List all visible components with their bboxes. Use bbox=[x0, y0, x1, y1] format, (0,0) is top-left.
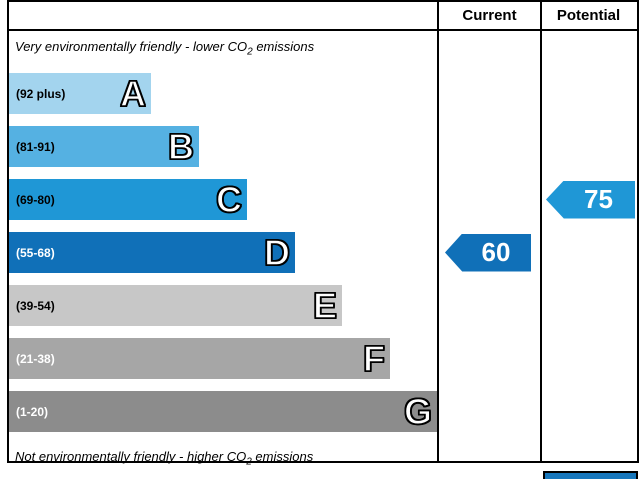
band-bar-c: (69-80) C bbox=[9, 178, 247, 221]
bottom-note: Not environmentally friendly - higher CO… bbox=[9, 444, 437, 473]
band-range-label: (69-80) bbox=[16, 192, 55, 207]
band-letter: A bbox=[119, 72, 147, 115]
top-note-subscript: 2 bbox=[247, 46, 253, 58]
band-range-label: (39-54) bbox=[16, 298, 55, 313]
band-range-label: (55-68) bbox=[16, 245, 55, 260]
band-letter: G bbox=[403, 390, 433, 433]
potential-rating-arrow: 75 bbox=[546, 180, 635, 219]
band-range-label: (21-38) bbox=[16, 351, 55, 366]
band-bar-d: (55-68) D bbox=[9, 231, 295, 274]
bottom-note-text: Not environmentally friendly - higher CO… bbox=[15, 449, 313, 468]
top-note: Very environmentally friendly - lower CO… bbox=[9, 31, 437, 65]
band-row-e: (39-54) E bbox=[9, 284, 437, 327]
bands: (92 plus) A (81-91) B (69-80) C (55-68) D (39-54… bbox=[9, 65, 437, 433]
potential-column-header: Potential bbox=[556, 7, 621, 24]
current-rating-value: 60 bbox=[481, 237, 511, 267]
band-range-label: (1-20) bbox=[16, 404, 49, 419]
band-row-g: (1-20) G bbox=[9, 390, 437, 433]
current-column-header: Current bbox=[462, 7, 517, 24]
partial-element-bottom bbox=[543, 471, 638, 479]
band-range-label: (81-91) bbox=[16, 139, 55, 154]
band-letter: B bbox=[167, 125, 195, 168]
top-note-pre: Very environmentally friendly - lower CO bbox=[15, 38, 248, 54]
band-bar-a: (92 plus) A bbox=[9, 72, 151, 115]
environmental-impact-chart: Current Potential Very environmentally f… bbox=[7, 0, 639, 468]
band-bar-f: (21-38) F bbox=[9, 337, 390, 380]
band-letter: F bbox=[362, 337, 386, 380]
band-row-a: (92 plus) A bbox=[9, 72, 437, 115]
bottom-note-subscript: 2 bbox=[246, 456, 252, 468]
top-note-text: Very environmentally friendly - lower CO… bbox=[15, 39, 314, 58]
band-bar-e: (39-54) E bbox=[9, 284, 342, 327]
potential-rating-value: 75 bbox=[584, 184, 613, 214]
column-divider-potential bbox=[540, 2, 542, 461]
band-row-f: (21-38) F bbox=[9, 337, 437, 380]
band-row-b: (81-91) B bbox=[9, 125, 437, 168]
band-letter: C bbox=[215, 178, 243, 221]
band-range-label: (92 plus) bbox=[16, 86, 66, 101]
top-note-post: emissions bbox=[252, 38, 315, 54]
bottom-note-pre: Not environmentally friendly - higher CO bbox=[15, 449, 247, 465]
chart-header: Current Potential bbox=[9, 2, 637, 31]
header-spacer bbox=[9, 2, 439, 29]
band-letter: D bbox=[263, 231, 291, 274]
band-row-c: (69-80) C bbox=[9, 178, 437, 221]
bottom-note-post: emissions bbox=[251, 449, 314, 465]
current-rating-arrow: 60 bbox=[445, 233, 531, 272]
band-row-d: (55-68) D bbox=[9, 231, 437, 274]
band-bar-g: (1-20) G bbox=[9, 390, 437, 433]
column-divider-current bbox=[437, 2, 439, 461]
band-bar-b: (81-91) B bbox=[9, 125, 199, 168]
band-letter: E bbox=[312, 284, 338, 327]
